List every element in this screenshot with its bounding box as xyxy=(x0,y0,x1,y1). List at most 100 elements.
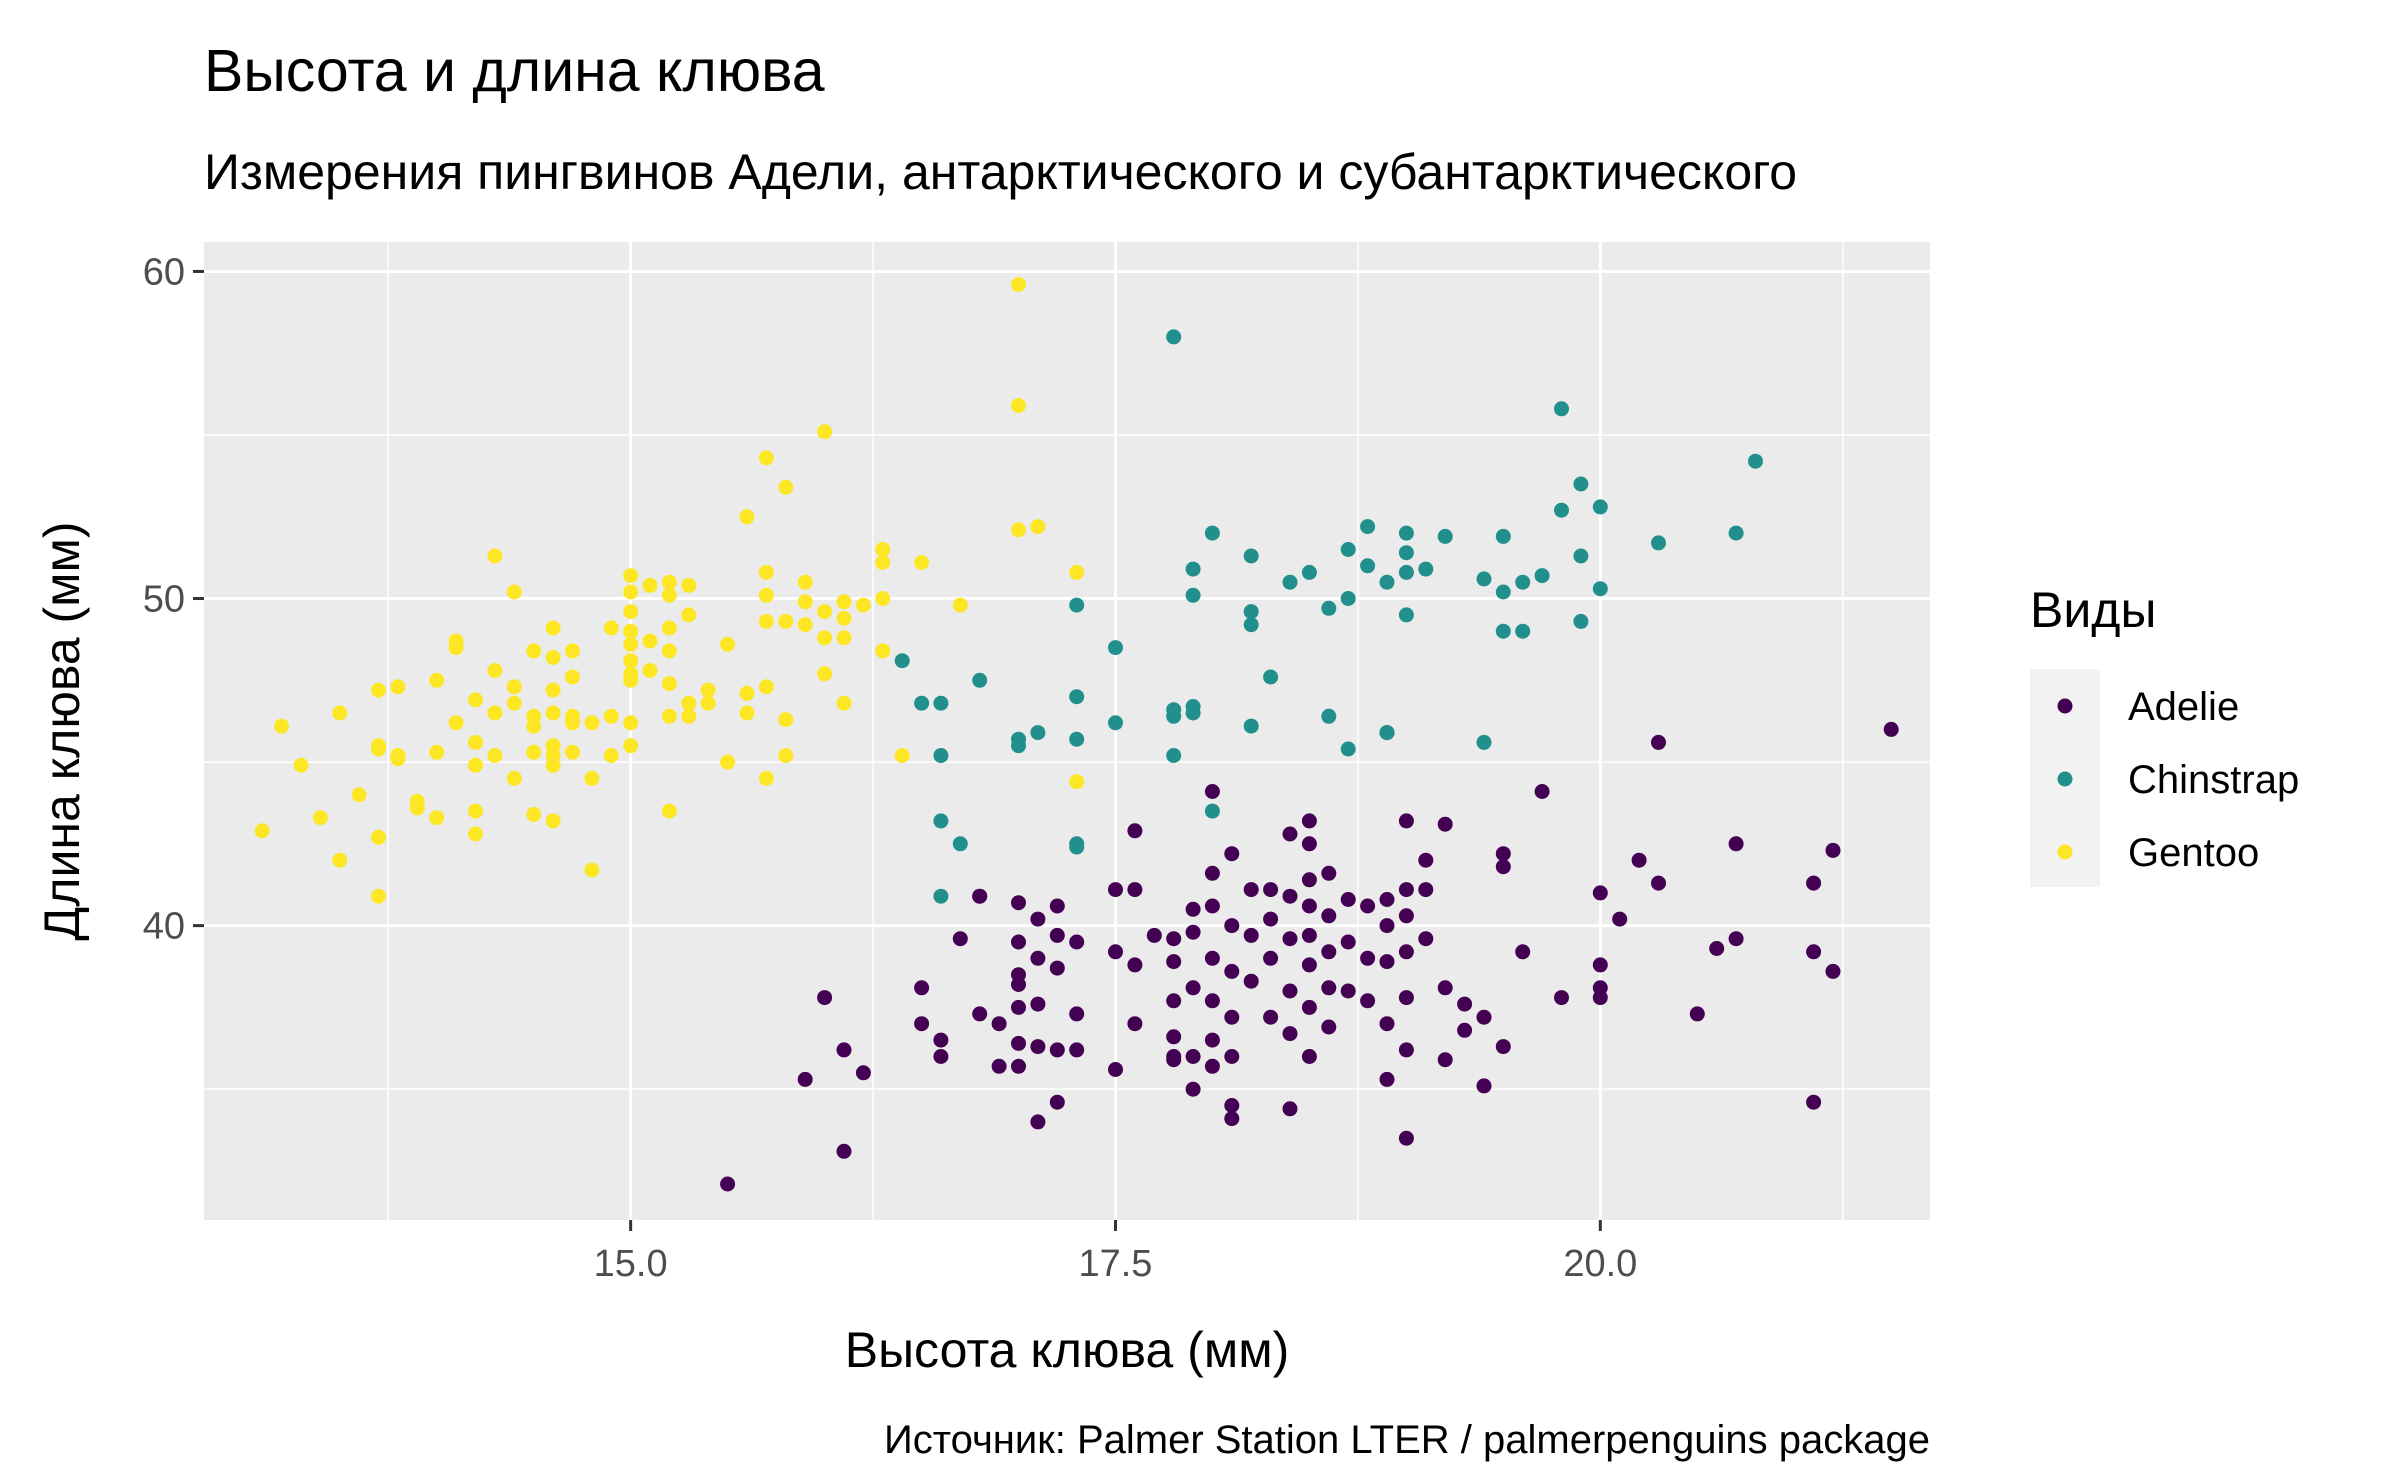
data-point xyxy=(1282,574,1298,590)
data-point xyxy=(1069,564,1085,580)
data-point xyxy=(894,653,910,669)
data-point xyxy=(1418,561,1434,577)
data-point xyxy=(817,604,833,620)
data-point xyxy=(1379,1016,1395,1032)
data-point xyxy=(565,715,580,731)
data-point xyxy=(1476,571,1492,587)
data-point xyxy=(371,738,386,754)
data-point xyxy=(545,705,561,721)
data-point xyxy=(758,450,774,466)
data-point xyxy=(1204,1032,1220,1048)
data-point xyxy=(1340,934,1356,950)
legend-key-chinstrap xyxy=(2057,771,2073,787)
data-point xyxy=(1515,944,1531,960)
data-point xyxy=(1030,1114,1046,1130)
data-point xyxy=(1340,542,1356,557)
data-point xyxy=(758,770,774,786)
data-point xyxy=(1301,898,1317,914)
data-point xyxy=(972,672,988,688)
data-point xyxy=(1301,957,1317,973)
data-point xyxy=(390,679,406,695)
data-point xyxy=(1301,872,1317,888)
data-point xyxy=(817,424,833,440)
data-point xyxy=(1495,859,1511,875)
data-point xyxy=(1321,600,1337,616)
data-point xyxy=(875,555,891,570)
data-point xyxy=(681,695,697,711)
data-point xyxy=(661,803,677,819)
data-point xyxy=(623,672,639,688)
legend: Виды Adelie Chinstrap Gentoo xyxy=(2030,582,2299,887)
data-point xyxy=(1398,607,1414,623)
data-point xyxy=(448,715,464,731)
data-point xyxy=(1398,908,1414,924)
data-point xyxy=(933,1049,949,1064)
data-point xyxy=(1166,708,1182,724)
data-point xyxy=(661,708,677,724)
data-point xyxy=(894,748,910,763)
data-point xyxy=(565,643,580,659)
data-point xyxy=(1398,813,1414,829)
data-point xyxy=(1224,1098,1240,1113)
data-point xyxy=(817,990,833,1006)
data-point xyxy=(1398,944,1414,960)
data-point xyxy=(797,1071,813,1087)
data-point xyxy=(448,640,464,656)
data-point xyxy=(351,787,367,803)
data-point xyxy=(817,666,833,682)
data-point xyxy=(312,810,328,826)
data-point xyxy=(1379,892,1395,907)
data-point xyxy=(875,591,891,606)
data-point xyxy=(1185,901,1201,917)
data-point xyxy=(1340,591,1356,606)
data-point xyxy=(991,1058,1007,1074)
legend-label-gentoo: Gentoo xyxy=(2128,831,2259,875)
data-point xyxy=(836,594,852,610)
data-point xyxy=(1049,927,1065,943)
data-point xyxy=(1360,558,1376,574)
data-point xyxy=(661,574,677,590)
data-point xyxy=(778,748,794,763)
data-point xyxy=(429,744,445,760)
data-point xyxy=(1554,401,1569,417)
data-point xyxy=(1476,1009,1492,1025)
data-point xyxy=(623,623,639,639)
data-point xyxy=(1592,499,1608,515)
data-point xyxy=(1495,528,1511,544)
data-point xyxy=(875,643,891,659)
data-point xyxy=(1243,927,1259,943)
data-point xyxy=(1127,823,1143,839)
data-point xyxy=(1069,934,1085,950)
data-point xyxy=(1224,918,1240,934)
data-point xyxy=(1011,522,1026,538)
data-point xyxy=(1011,999,1026,1015)
data-point xyxy=(1321,1019,1337,1035)
data-point xyxy=(487,548,503,564)
chart-caption: Источник: Palmer Station LTER / palmerpe… xyxy=(884,1418,1930,1462)
data-point xyxy=(1243,882,1259,898)
data-point xyxy=(1243,604,1259,620)
data-point xyxy=(1379,1071,1395,1087)
data-point xyxy=(1360,950,1376,966)
data-point xyxy=(565,744,580,760)
data-point xyxy=(797,594,813,610)
data-point xyxy=(623,636,639,652)
data-point xyxy=(1282,1101,1298,1117)
data-point xyxy=(1204,1058,1220,1074)
data-point xyxy=(1243,973,1259,989)
data-point xyxy=(661,587,677,603)
data-point xyxy=(1166,993,1182,1009)
data-point xyxy=(468,757,483,773)
data-point xyxy=(1185,705,1201,721)
data-point xyxy=(1224,1009,1240,1025)
data-point xyxy=(1263,911,1279,927)
x-tick-label: 15.0 xyxy=(594,1243,668,1285)
data-point xyxy=(1011,277,1026,292)
data-point xyxy=(933,888,949,904)
data-point xyxy=(972,888,988,904)
data-point xyxy=(1554,990,1569,1006)
data-point xyxy=(1321,708,1337,724)
data-point xyxy=(506,695,522,711)
data-point xyxy=(1515,574,1531,590)
series-gentoo xyxy=(254,277,1085,904)
